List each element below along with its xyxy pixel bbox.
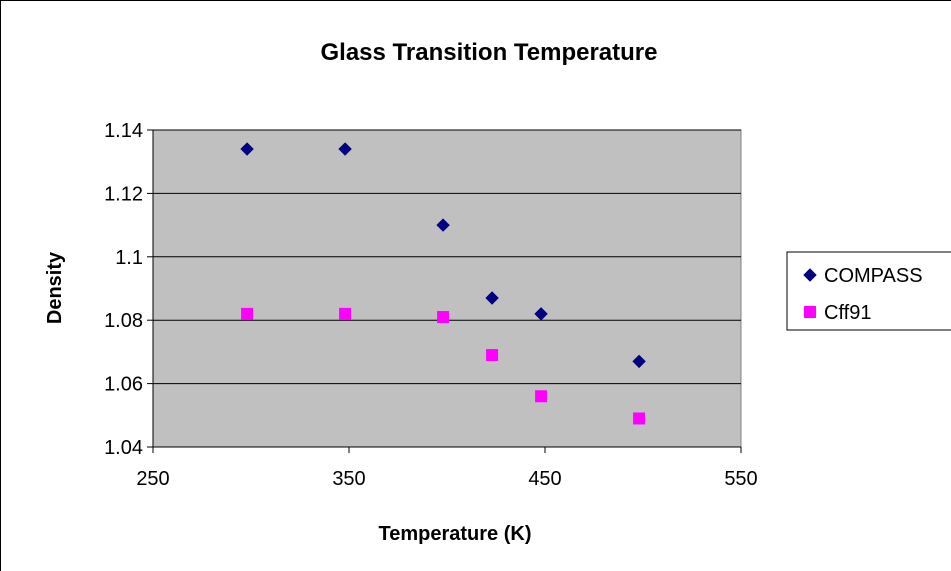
data-point xyxy=(338,142,352,156)
y-tick-label: 1.06 xyxy=(104,374,143,396)
x-tick-label: 450 xyxy=(528,468,561,490)
y-axis-title: Density xyxy=(44,251,66,324)
axes xyxy=(147,129,742,453)
y-tick-labels: 1.04 1.06 1.08 1.1 1.12 1.14 xyxy=(104,120,143,459)
y-tick-label: 1.08 xyxy=(104,310,143,332)
x-tick-label: 550 xyxy=(724,468,757,490)
data-point xyxy=(436,218,450,232)
data-point xyxy=(535,390,548,403)
y-tick-label: 1.12 xyxy=(104,183,143,205)
series-cff91 xyxy=(241,307,646,425)
legend-item: Cff91 xyxy=(804,302,871,324)
legend-item: COMPASS xyxy=(803,265,923,287)
chart-title: Glass Transition Temperature xyxy=(321,39,658,66)
data-point xyxy=(534,307,548,321)
y-tick-label: 1.1 xyxy=(115,247,143,269)
series-compass xyxy=(240,142,646,369)
data-point xyxy=(241,307,254,320)
legend-marker xyxy=(804,306,816,318)
y-tick-label: 1.14 xyxy=(104,120,143,142)
data-points xyxy=(240,142,646,425)
data-point xyxy=(437,311,450,324)
legend-label: COMPASS xyxy=(824,265,923,287)
data-point xyxy=(240,142,254,156)
x-tick-label: 350 xyxy=(332,468,365,490)
x-axis-title: Temperature (K) xyxy=(379,523,532,545)
data-point xyxy=(486,349,499,362)
x-tick-labels: 250 350 450 550 xyxy=(136,468,757,490)
legend-marker xyxy=(803,268,817,282)
data-point xyxy=(632,354,646,369)
data-point xyxy=(633,412,646,425)
legend: COMPASS Cff91 xyxy=(786,251,951,331)
data-point xyxy=(485,291,499,305)
data-point xyxy=(339,307,352,320)
x-tick-label: 250 xyxy=(136,468,169,490)
legend-label: Cff91 xyxy=(824,302,871,324)
y-tick-label: 1.04 xyxy=(104,437,143,459)
plot-area xyxy=(152,129,742,448)
